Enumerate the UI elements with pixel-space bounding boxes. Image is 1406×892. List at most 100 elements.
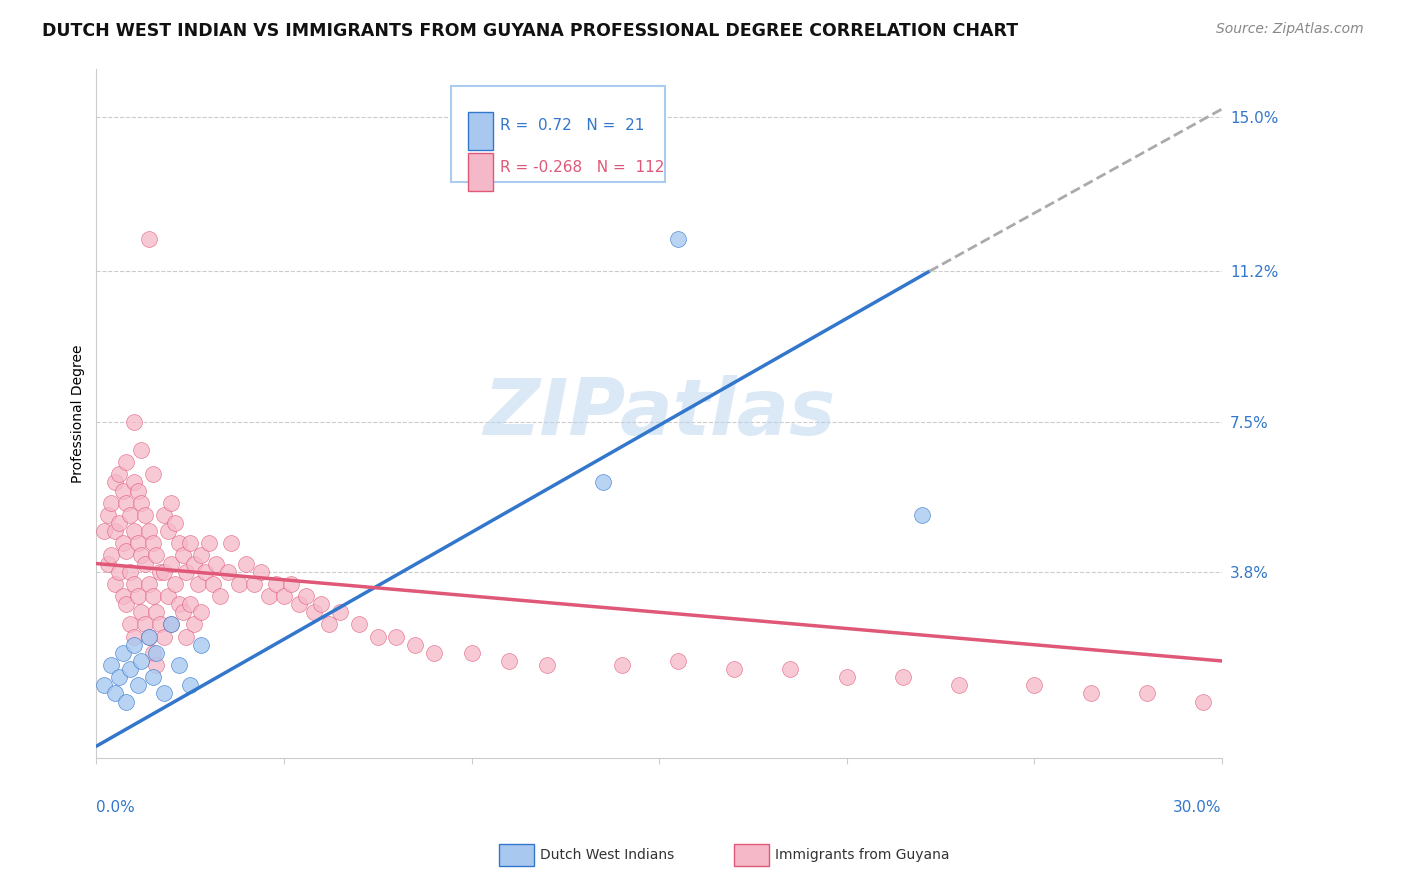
- Point: [115, 455, 138, 469]
- Point: [111, 589, 134, 603]
- Point: [134, 617, 156, 632]
- Point: [122, 638, 145, 652]
- Point: [138, 232, 160, 246]
- Point: [138, 524, 160, 538]
- Point: [131, 549, 153, 563]
- Point: [104, 686, 127, 700]
- Point: [115, 496, 138, 510]
- Point: [1080, 686, 1102, 700]
- Point: [149, 565, 172, 579]
- Point: [311, 597, 333, 611]
- Point: [235, 557, 257, 571]
- Point: [134, 508, 156, 522]
- Point: [723, 662, 745, 676]
- Point: [835, 670, 858, 684]
- Point: [108, 516, 131, 530]
- Point: [257, 589, 280, 603]
- Point: [115, 597, 138, 611]
- Point: [145, 605, 167, 619]
- Point: [160, 617, 183, 632]
- Point: [134, 557, 156, 571]
- Point: [127, 483, 149, 498]
- Point: [145, 549, 167, 563]
- Point: [209, 589, 232, 603]
- Point: [205, 557, 228, 571]
- Point: [97, 508, 120, 522]
- Point: [122, 415, 145, 429]
- Point: [1192, 694, 1215, 708]
- Point: [153, 565, 176, 579]
- Point: [160, 496, 183, 510]
- Point: [160, 617, 183, 632]
- Point: [145, 658, 167, 673]
- Point: [167, 536, 190, 550]
- Point: [127, 536, 149, 550]
- Point: [127, 678, 149, 692]
- Point: [190, 549, 212, 563]
- Point: [122, 524, 145, 538]
- Text: DUTCH WEST INDIAN VS IMMIGRANTS FROM GUYANA PROFESSIONAL DEGREE CORRELATION CHAR: DUTCH WEST INDIAN VS IMMIGRANTS FROM GUY…: [42, 22, 1018, 40]
- Point: [179, 678, 201, 692]
- FancyBboxPatch shape: [451, 86, 665, 182]
- Point: [100, 658, 122, 673]
- Point: [217, 565, 239, 579]
- Text: R =  0.72   N =  21: R = 0.72 N = 21: [501, 119, 645, 133]
- Point: [142, 670, 165, 684]
- Point: [190, 605, 212, 619]
- Point: [111, 536, 134, 550]
- Point: [153, 630, 176, 644]
- Point: [122, 475, 145, 490]
- Point: [167, 658, 190, 673]
- Point: [891, 670, 914, 684]
- Point: [131, 442, 153, 457]
- Point: [93, 678, 115, 692]
- Point: [176, 565, 198, 579]
- Point: [138, 630, 160, 644]
- Point: [131, 496, 153, 510]
- Point: [120, 617, 142, 632]
- Point: [592, 475, 614, 490]
- Point: [172, 605, 194, 619]
- Point: [145, 646, 167, 660]
- Point: [142, 467, 165, 482]
- Point: [221, 536, 243, 550]
- Point: [120, 508, 142, 522]
- Point: [1136, 686, 1159, 700]
- Point: [172, 549, 194, 563]
- Point: [142, 646, 165, 660]
- Point: [201, 577, 224, 591]
- Point: [187, 577, 209, 591]
- Point: [295, 589, 318, 603]
- Point: [115, 544, 138, 558]
- Point: [179, 597, 201, 611]
- Point: [153, 686, 176, 700]
- Text: Immigrants from Guyana: Immigrants from Guyana: [775, 847, 949, 862]
- Point: [198, 536, 221, 550]
- Point: [948, 678, 970, 692]
- Point: [302, 605, 325, 619]
- Point: [165, 516, 187, 530]
- Point: [104, 475, 127, 490]
- Point: [120, 662, 142, 676]
- Point: [131, 654, 153, 668]
- Point: [104, 524, 127, 538]
- Point: [108, 467, 131, 482]
- Point: [108, 565, 131, 579]
- Point: [104, 577, 127, 591]
- Point: [318, 617, 340, 632]
- Point: [183, 557, 205, 571]
- Point: [911, 508, 934, 522]
- Point: [111, 646, 134, 660]
- Point: [280, 577, 302, 591]
- Point: [165, 577, 187, 591]
- Point: [142, 589, 165, 603]
- Text: ZIPatlas: ZIPatlas: [482, 376, 835, 451]
- Point: [536, 658, 558, 673]
- Point: [138, 630, 160, 644]
- Bar: [468, 153, 492, 191]
- Point: [498, 654, 520, 668]
- Point: [1024, 678, 1046, 692]
- Bar: [468, 112, 492, 150]
- Text: 0.0%: 0.0%: [97, 800, 135, 814]
- Point: [610, 658, 633, 673]
